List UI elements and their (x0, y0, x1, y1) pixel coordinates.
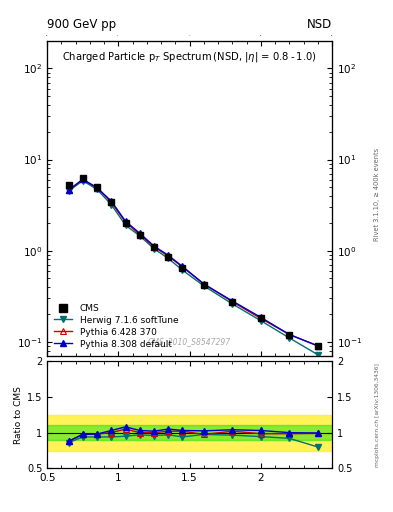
Text: 900 GeV pp: 900 GeV pp (47, 18, 116, 31)
Y-axis label: Ratio to CMS: Ratio to CMS (14, 386, 23, 444)
Text: Charged Particle p$_T$ Spectrum (NSD, $|\eta|$ = 0.8 - 1.0): Charged Particle p$_T$ Spectrum (NSD, $|… (62, 50, 317, 65)
Bar (47, 415, 332, 451)
Text: CMS_2010_S8547297: CMS_2010_S8547297 (148, 337, 231, 347)
Bar (47, 425, 332, 440)
Text: NSD: NSD (307, 18, 332, 31)
Text: Rivet 3.1.10, ≥ 400k events: Rivet 3.1.10, ≥ 400k events (374, 148, 380, 241)
Legend: CMS, Herwig 7.1.6 softTune, Pythia 6.428 370, Pythia 8.308 default: CMS, Herwig 7.1.6 softTune, Pythia 6.428… (51, 301, 181, 351)
Text: mcplots.cern.ch [arXiv:1306.3436]: mcplots.cern.ch [arXiv:1306.3436] (375, 363, 380, 466)
